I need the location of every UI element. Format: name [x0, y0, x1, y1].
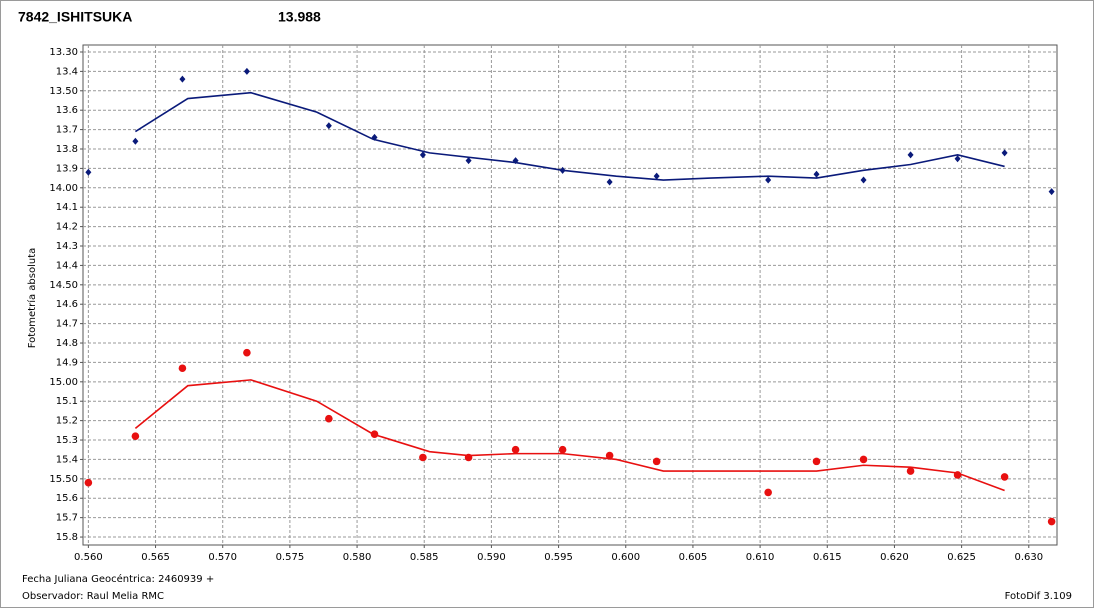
y-tick-label: 15.3	[56, 435, 78, 446]
data-point	[178, 364, 187, 373]
data-point	[954, 155, 961, 163]
y-tick-label: 14.4	[56, 260, 78, 271]
y-tick-label: 13.4	[56, 66, 78, 77]
x-tick-label: 0.595	[544, 552, 573, 563]
x-tick-label: 0.570	[208, 552, 237, 563]
data-point	[653, 172, 660, 180]
y-tick-label: 13.8	[56, 144, 78, 155]
x-tick-label: 0.600	[611, 552, 640, 563]
y-tick-label: 15.8	[56, 532, 78, 543]
y-tick-label: 14.50	[49, 280, 78, 291]
data-point	[558, 445, 567, 454]
data-point	[419, 453, 427, 462]
data-point	[131, 432, 140, 440]
footer-text: Observador: Raul Melia RMC	[22, 591, 164, 602]
data-point	[132, 137, 139, 145]
data-point	[465, 157, 472, 165]
y-tick-label: 14.2	[56, 222, 78, 233]
x-tick-label: 0.560	[74, 552, 103, 563]
data-point	[813, 170, 820, 178]
data-point	[764, 488, 772, 497]
x-tick-label: 0.625	[947, 552, 976, 563]
y-tick-label: 14.3	[56, 241, 78, 252]
data-point	[860, 176, 867, 184]
data-point	[1047, 517, 1056, 526]
data-point	[652, 457, 661, 466]
x-tick-label: 0.620	[880, 552, 909, 563]
data-point	[325, 414, 333, 423]
data-point	[605, 451, 614, 460]
y-tick-label: 14.8	[56, 338, 78, 349]
data-point	[419, 151, 426, 159]
y-tick-label: 14.00	[49, 183, 78, 194]
y-tick-label: 14.6	[56, 299, 78, 310]
y-tick-label: 15.2	[56, 416, 78, 427]
x-tick-label: 0.605	[679, 552, 708, 563]
x-tick-label: 0.565	[141, 552, 170, 563]
y-tick-label: 14.9	[56, 357, 78, 368]
y-tick-label: 13.9	[56, 163, 78, 174]
data-point	[85, 168, 92, 176]
x-tick-label: 0.615	[813, 552, 842, 563]
y-tick-label: 15.4	[56, 454, 78, 465]
data-point	[243, 348, 251, 357]
y-tick-label: 15.00	[49, 377, 78, 388]
y-tick-label: 15.50	[49, 474, 78, 485]
y-tick-label: 13.6	[56, 105, 78, 116]
y-tick-label: 13.30	[49, 47, 78, 58]
data-point	[907, 151, 914, 159]
x-tick-label: 0.585	[410, 552, 439, 563]
x-tick-label: 0.630	[1014, 552, 1043, 563]
data-point	[84, 478, 93, 487]
data-point	[859, 455, 868, 464]
x-tick-label: 0.590	[477, 552, 506, 563]
x-tick-label: 0.580	[343, 552, 372, 563]
footer-text: Fecha Juliana Geocéntrica: 2460939 +	[22, 573, 214, 585]
data-point	[1000, 473, 1009, 481]
data-point	[511, 445, 520, 454]
fit-line	[134, 91, 1005, 181]
chart-title: 7842_ISHITSUKA	[18, 9, 132, 25]
data-point	[606, 178, 613, 186]
data-point	[906, 467, 915, 475]
data-point	[1048, 188, 1055, 196]
data-point	[179, 75, 186, 83]
x-tick-label: 0.610	[746, 552, 775, 563]
x-tick-label: 0.575	[276, 552, 305, 563]
header-value: 13.988	[278, 9, 321, 25]
data-point	[243, 67, 250, 75]
data-point	[1001, 149, 1008, 157]
data-point	[812, 457, 821, 466]
y-axis-label: Fotometría absoluta	[26, 248, 38, 349]
y-tick-label: 14.7	[56, 319, 78, 330]
data-point	[765, 176, 772, 184]
y-tick-label: 13.7	[56, 125, 78, 136]
y-tick-label: 15.6	[56, 493, 78, 504]
fit-line	[134, 379, 1005, 492]
data-point	[325, 122, 332, 130]
y-tick-label: 15.1	[56, 396, 78, 407]
y-tick-label: 15.7	[56, 513, 78, 524]
y-tick-label: 14.1	[56, 202, 78, 213]
y-tick-label: 13.50	[49, 86, 78, 97]
footer-text: FotoDif 3.109	[1005, 591, 1072, 602]
